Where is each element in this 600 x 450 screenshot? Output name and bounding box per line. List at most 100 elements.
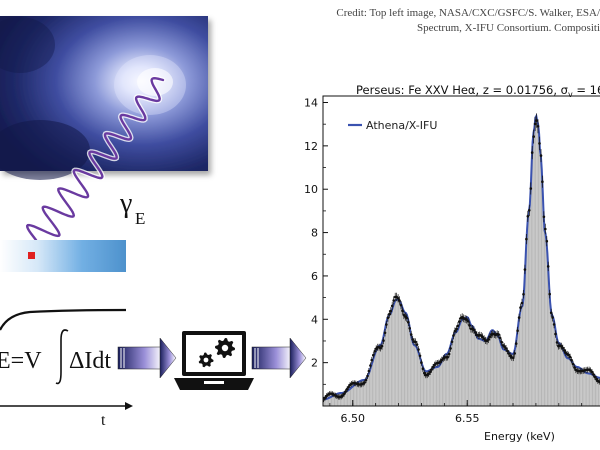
- spectrum-bar: [416, 348, 418, 406]
- spectrum-bar: [510, 353, 513, 406]
- data-point: [498, 334, 502, 342]
- data-point: [423, 370, 426, 377]
- spectrum-bar: [455, 331, 457, 406]
- spectrum-bar: [561, 349, 564, 406]
- spectrum-bar: [542, 220, 545, 406]
- data-point: [428, 368, 432, 375]
- spectrum-bar: [438, 366, 440, 406]
- spectrum-bar: [433, 367, 436, 406]
- spectrum-bar: [540, 156, 542, 406]
- spectrum-bar: [532, 132, 535, 406]
- data-point: [420, 359, 423, 366]
- spectrum-bar: [537, 123, 539, 406]
- credit-text: Credit: Top left image, NASA/CXC/GSFC/S.…: [250, 6, 600, 36]
- gear-icon: [215, 338, 235, 358]
- arrow-to-spectrum: [251, 337, 307, 379]
- data-point: [367, 368, 371, 374]
- data-point: [571, 360, 575, 368]
- data-point: [522, 290, 525, 299]
- spectrum-bar: [494, 333, 497, 406]
- credit-line-2: Spectrum, X-IFU Consortium. Compositi: [416, 22, 600, 34]
- chart-title: Perseus: Fe XXV Heα, z = 0.01756, σv = 1…: [356, 83, 600, 99]
- spectrum-bar: [483, 340, 485, 406]
- data-point: [528, 204, 531, 216]
- data-point: [546, 261, 550, 272]
- data-point: [561, 344, 565, 352]
- x-axis-label: Energy (keV): [484, 430, 555, 443]
- spectrum-bar: [417, 351, 420, 406]
- data-point: [421, 365, 425, 372]
- spectrum-bar: [519, 309, 522, 406]
- spectrum-bar: [400, 303, 402, 406]
- spectrum-bar: [471, 325, 473, 406]
- data-point: [497, 331, 501, 339]
- spectrum-bar: [557, 342, 559, 406]
- spectrum-bar: [372, 358, 374, 406]
- data-point: [513, 350, 516, 357]
- equation-lhs: E=V: [0, 348, 42, 374]
- data-point: [529, 182, 533, 195]
- data-point: [446, 353, 450, 361]
- spectrum-bar: [487, 336, 489, 406]
- spectrum-bar: [573, 365, 576, 406]
- spectrum-bar: [379, 345, 382, 406]
- spectrum-bar: [411, 341, 414, 406]
- laptop-gears-icon: [174, 331, 254, 390]
- spectrum-bar: [432, 368, 434, 406]
- spectrum-chart: Perseus: Fe XXV Heα, z = 0.01756, σv = 1…: [304, 83, 600, 443]
- data-point: [455, 325, 458, 333]
- data-point: [541, 175, 544, 188]
- spectrum-bar: [473, 328, 475, 406]
- photon-label: γ: [119, 188, 132, 219]
- photon-wave: [24, 75, 166, 243]
- spectrum-bar: [544, 232, 546, 406]
- equation: E=V ΔIdt: [0, 329, 111, 385]
- spectrum-bar: [538, 142, 541, 406]
- spectrum-bar: [506, 350, 508, 406]
- pulse-plot: t: [0, 308, 133, 429]
- spectrum-bar: [509, 352, 511, 406]
- spectrum-bar: [522, 297, 524, 406]
- spectrum-bar: [378, 345, 380, 406]
- data-point: [568, 353, 572, 361]
- spectrum-bar: [375, 350, 377, 406]
- plot-frame: [322, 95, 600, 407]
- data-point: [452, 331, 455, 340]
- spectrum-bar: [588, 373, 590, 406]
- spectrum-bar: [350, 387, 352, 406]
- spectrum-bar: [440, 360, 443, 406]
- spectrum-bar: [569, 359, 571, 406]
- data-point: [590, 369, 594, 376]
- data-point: [344, 388, 347, 395]
- data-point: [555, 338, 559, 346]
- spectrum-bar: [445, 353, 447, 406]
- spectrum-bar: [403, 311, 405, 406]
- spectrum-bar: [448, 350, 450, 406]
- spectrum-bar: [366, 376, 368, 406]
- data-point: [431, 364, 435, 371]
- spectrum-bar: [570, 361, 573, 406]
- spectrum-bar: [376, 347, 379, 406]
- data-point: [539, 149, 543, 163]
- spectrum-bar: [435, 366, 437, 406]
- y-tick-label: 8: [311, 227, 318, 240]
- data-point: [563, 347, 566, 354]
- data-points: [323, 113, 600, 403]
- data-point: [538, 136, 541, 151]
- x-axis: 6.50 6.55: [329, 400, 583, 425]
- spectrum-bar: [564, 356, 567, 406]
- data-point: [456, 322, 460, 330]
- spectrum-bar: [493, 331, 495, 406]
- data-point: [414, 338, 417, 346]
- spectrum-bar: [586, 373, 589, 406]
- data-point: [430, 366, 433, 373]
- spectrum-bar: [529, 186, 532, 406]
- time-axis-arrowhead: [125, 402, 133, 410]
- spectrum-bar: [556, 338, 558, 406]
- data-point: [407, 318, 410, 327]
- spectrum-bar: [391, 309, 393, 406]
- spectrum-bar: [388, 314, 390, 406]
- absorbing-pixel: [28, 252, 35, 259]
- data-point: [411, 335, 415, 343]
- integral-sign: [55, 329, 69, 385]
